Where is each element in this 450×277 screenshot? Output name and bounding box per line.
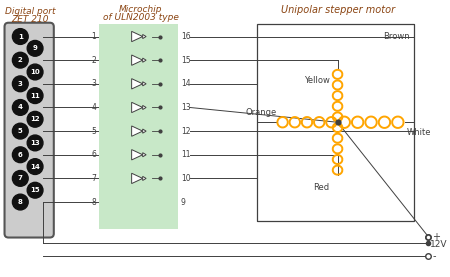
Text: White: White <box>406 128 431 137</box>
Circle shape <box>27 40 43 56</box>
Text: 15: 15 <box>30 187 40 193</box>
Text: 13: 13 <box>181 103 190 112</box>
Text: 12: 12 <box>181 127 190 136</box>
Polygon shape <box>132 173 143 184</box>
Text: Unipolar stepper motor: Unipolar stepper motor <box>280 5 395 15</box>
Text: 1: 1 <box>91 32 96 41</box>
Text: 9: 9 <box>181 198 186 207</box>
Text: 12V: 12V <box>430 240 448 249</box>
Text: 10: 10 <box>30 69 40 75</box>
Circle shape <box>13 99 28 115</box>
Circle shape <box>27 135 43 151</box>
Text: Digital port: Digital port <box>5 7 55 16</box>
Polygon shape <box>143 129 146 133</box>
Text: 5: 5 <box>91 127 96 136</box>
Text: 11: 11 <box>30 93 40 99</box>
Text: of ULN2003 type: of ULN2003 type <box>103 13 179 22</box>
Polygon shape <box>143 34 146 39</box>
Text: 7: 7 <box>18 175 23 181</box>
Polygon shape <box>132 102 143 113</box>
Text: +: + <box>432 232 440 242</box>
Text: ZET 210: ZET 210 <box>11 15 49 24</box>
Text: 6: 6 <box>91 150 96 159</box>
Polygon shape <box>143 82 146 86</box>
Text: 11: 11 <box>181 150 190 159</box>
Circle shape <box>13 76 28 92</box>
Polygon shape <box>132 31 143 42</box>
Text: 12: 12 <box>30 116 40 122</box>
Text: 10: 10 <box>181 174 190 183</box>
Polygon shape <box>143 105 146 109</box>
Text: Brown: Brown <box>383 32 410 41</box>
Text: 8: 8 <box>18 199 23 205</box>
Polygon shape <box>132 79 143 89</box>
Polygon shape <box>143 153 146 157</box>
Text: 13: 13 <box>30 140 40 146</box>
Text: 16: 16 <box>181 32 190 41</box>
Text: 9: 9 <box>33 45 37 51</box>
Polygon shape <box>132 55 143 65</box>
Text: 3: 3 <box>91 79 96 88</box>
Circle shape <box>27 88 43 104</box>
Polygon shape <box>132 126 143 136</box>
Text: 6: 6 <box>18 152 22 158</box>
Circle shape <box>27 111 43 127</box>
Text: 4: 4 <box>91 103 96 112</box>
Circle shape <box>13 147 28 163</box>
FancyBboxPatch shape <box>4 23 54 237</box>
Text: 14: 14 <box>30 164 40 170</box>
Circle shape <box>27 182 43 198</box>
Text: Orange: Orange <box>245 108 276 117</box>
Bar <box>99 24 178 229</box>
Circle shape <box>13 29 28 44</box>
Text: 3: 3 <box>18 81 23 87</box>
Text: 8: 8 <box>91 198 96 207</box>
Circle shape <box>13 52 28 68</box>
Bar <box>257 24 414 221</box>
Circle shape <box>13 123 28 139</box>
Polygon shape <box>143 58 146 62</box>
Text: 7: 7 <box>91 174 96 183</box>
Text: Red: Red <box>314 183 330 192</box>
Text: Yellow: Yellow <box>304 76 330 85</box>
Text: 15: 15 <box>181 56 190 65</box>
Polygon shape <box>143 176 146 181</box>
Text: Microchip: Microchip <box>119 5 162 14</box>
Text: 2: 2 <box>18 57 22 63</box>
Text: 14: 14 <box>181 79 190 88</box>
Circle shape <box>27 159 43 175</box>
Text: 4: 4 <box>18 104 23 111</box>
Polygon shape <box>132 150 143 160</box>
Text: 1: 1 <box>18 34 23 40</box>
Circle shape <box>13 171 28 186</box>
Text: 5: 5 <box>18 128 22 134</box>
Circle shape <box>13 194 28 210</box>
Circle shape <box>27 64 43 80</box>
Text: 2: 2 <box>91 56 96 65</box>
Text: -: - <box>432 251 436 261</box>
